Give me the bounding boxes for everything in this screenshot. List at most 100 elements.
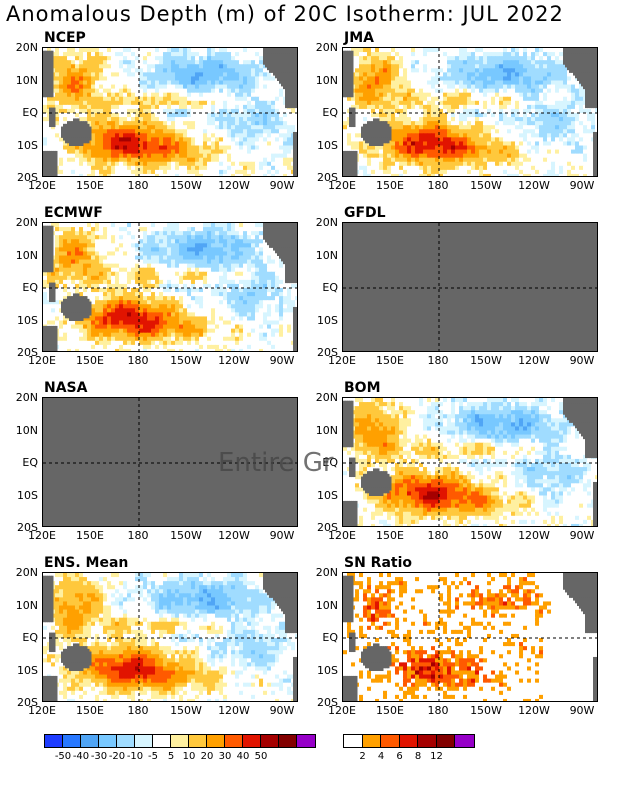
panel-ens: ENS. Mean 20N 10N EQ 10S 20S 120E 150E 180 150W 12… (0, 555, 300, 730)
lat-tick-label: 10S (17, 313, 38, 327)
colorbar-swatch (225, 735, 243, 747)
lon-tick-label: 120W (518, 529, 550, 542)
lon-tick-label: 150W (170, 529, 202, 542)
lon-tick-label: 120W (218, 179, 250, 192)
lon-tick-label: 120E (328, 529, 356, 542)
colorbar-anomaly (44, 734, 316, 748)
lon-tick-label: 120E (328, 179, 356, 192)
lon-tick-label: 120E (328, 704, 356, 717)
panel-ecmwf: ECMWF 20N 10N EQ 10S 20S 120E 150E 180 150W 120W 90… (0, 205, 300, 380)
panel-title: SN Ratio (344, 555, 413, 571)
watermark-text: Entire Gr (218, 448, 334, 478)
lon-tick-label: 90W (569, 354, 595, 367)
lat-tick-label: 10N (15, 248, 38, 262)
colorbar-label: 20 (200, 751, 214, 762)
lon-tick-label: 120W (518, 704, 550, 717)
colorbar-label: 50 (254, 751, 268, 762)
colorbar-label: 5 (167, 751, 175, 762)
colorbar-label: -40 (72, 751, 90, 762)
no-data-fill (43, 398, 297, 526)
colorbar-swatch (455, 735, 474, 747)
lat-tick-label: 20N (15, 566, 38, 579)
colorbar-snr (343, 734, 475, 748)
colorbar-label: 4 (377, 751, 385, 762)
lon-tick-label: 150E (376, 529, 404, 542)
lat-tick-label: 20N (15, 216, 38, 229)
map-canvas (43, 573, 297, 701)
lat-tick-label: 20N (15, 41, 38, 54)
panel-title: BOM (344, 380, 381, 396)
lat-tick-label: 10S (317, 488, 338, 502)
lon-tick-label: 150E (376, 354, 404, 367)
lat-tick-label: 20S (317, 171, 338, 184)
map-ens (42, 572, 298, 702)
lon-tick-label: 90W (269, 704, 295, 717)
map-canvas (43, 223, 297, 351)
colorbar-swatch (153, 735, 171, 747)
colorbar-swatch (297, 735, 315, 747)
lon-tick-label: 90W (269, 179, 295, 192)
map-canvas (343, 223, 597, 351)
lon-tick-label: 120W (218, 354, 250, 367)
lat-tick-label: 20S (17, 696, 38, 709)
chart-title: Anomalous Depth (m) of 20C Isotherm: JUL… (6, 2, 564, 26)
panel-gfdl: GFDL 20N 10N EQ 10S 20S 120E 150E 180 150W 120W 90W (300, 205, 600, 380)
panel-title: NCEP (44, 30, 86, 46)
colorbar-swatch (135, 735, 153, 747)
panel-bom: BOM 20N 10N EQ 10S 20S 120E 150E 180 150W 120W 90W (300, 380, 600, 555)
lon-tick-label: 180 (427, 179, 449, 192)
lon-tick-label: 120E (328, 354, 356, 367)
lat-tick-label: EQ (22, 106, 38, 119)
map-canvas (343, 398, 597, 526)
lat-tick-label: 20S (317, 346, 338, 359)
panel-title: ENS. Mean (44, 555, 129, 571)
map-gfdl (342, 222, 598, 352)
lon-tick-label: 180 (127, 529, 149, 542)
lat-tick-label: EQ (322, 456, 338, 469)
colorbar-label: -20 (108, 751, 126, 762)
lon-tick-label: 180 (127, 704, 149, 717)
no-data-fill (343, 223, 597, 351)
map-canvas (343, 48, 597, 176)
colorbar-swatch (344, 735, 363, 747)
colorbar-label: 10 (182, 751, 196, 762)
lon-tick-label: 180 (127, 354, 149, 367)
lat-tick-label: 20N (315, 566, 338, 579)
map-canvas (43, 48, 297, 176)
panel-nasa: NASA 20N 10N EQ 10S 20S 120E 150E 180 150W 120W 90W (0, 380, 300, 555)
lat-tick-label: 10N (315, 248, 338, 262)
lat-tick-label: 10N (315, 598, 338, 612)
lat-tick-label: 20S (317, 696, 338, 709)
colorbar-label: -30 (90, 751, 108, 762)
lat-tick-label: 20N (15, 391, 38, 404)
colorbar-swatch (279, 735, 297, 747)
lon-tick-label: 150E (76, 179, 104, 192)
colorbar-label: 2 (359, 751, 366, 762)
panel-title: JMA (344, 30, 374, 46)
colorbar-label: 8 (414, 751, 422, 762)
colorbar-label: -50 (54, 751, 72, 762)
lat-tick-label: EQ (322, 106, 338, 119)
map-ncep (42, 47, 298, 177)
lat-tick-label: 20N (315, 391, 338, 404)
lon-tick-label: 150E (76, 529, 104, 542)
lon-tick-label: 90W (569, 179, 595, 192)
lon-tick-label: 150W (170, 179, 202, 192)
lat-tick-label: 20S (17, 171, 38, 184)
lon-tick-label: 120W (218, 704, 250, 717)
lat-tick-label: 20N (315, 216, 338, 229)
colorbar-swatch (436, 735, 455, 747)
map-canvas (43, 398, 297, 526)
colorbar-label: 6 (396, 751, 403, 762)
colorbar-swatch (207, 735, 225, 747)
lat-tick-label: 20S (317, 521, 338, 534)
lat-tick-label: EQ (22, 281, 38, 294)
colorbar-label: 40 (236, 751, 250, 762)
lon-tick-label: 90W (569, 529, 595, 542)
colorbar-swatch (171, 735, 189, 747)
colorbar-swatch (45, 735, 63, 747)
lat-tick-label: EQ (22, 631, 38, 644)
panel-title: NASA (44, 380, 88, 396)
colorbar-swatch (63, 735, 81, 747)
panel-sn: SN Ratio 20N 10N EQ 10S 20S 120E 150E 180 150W 120… (300, 555, 600, 730)
